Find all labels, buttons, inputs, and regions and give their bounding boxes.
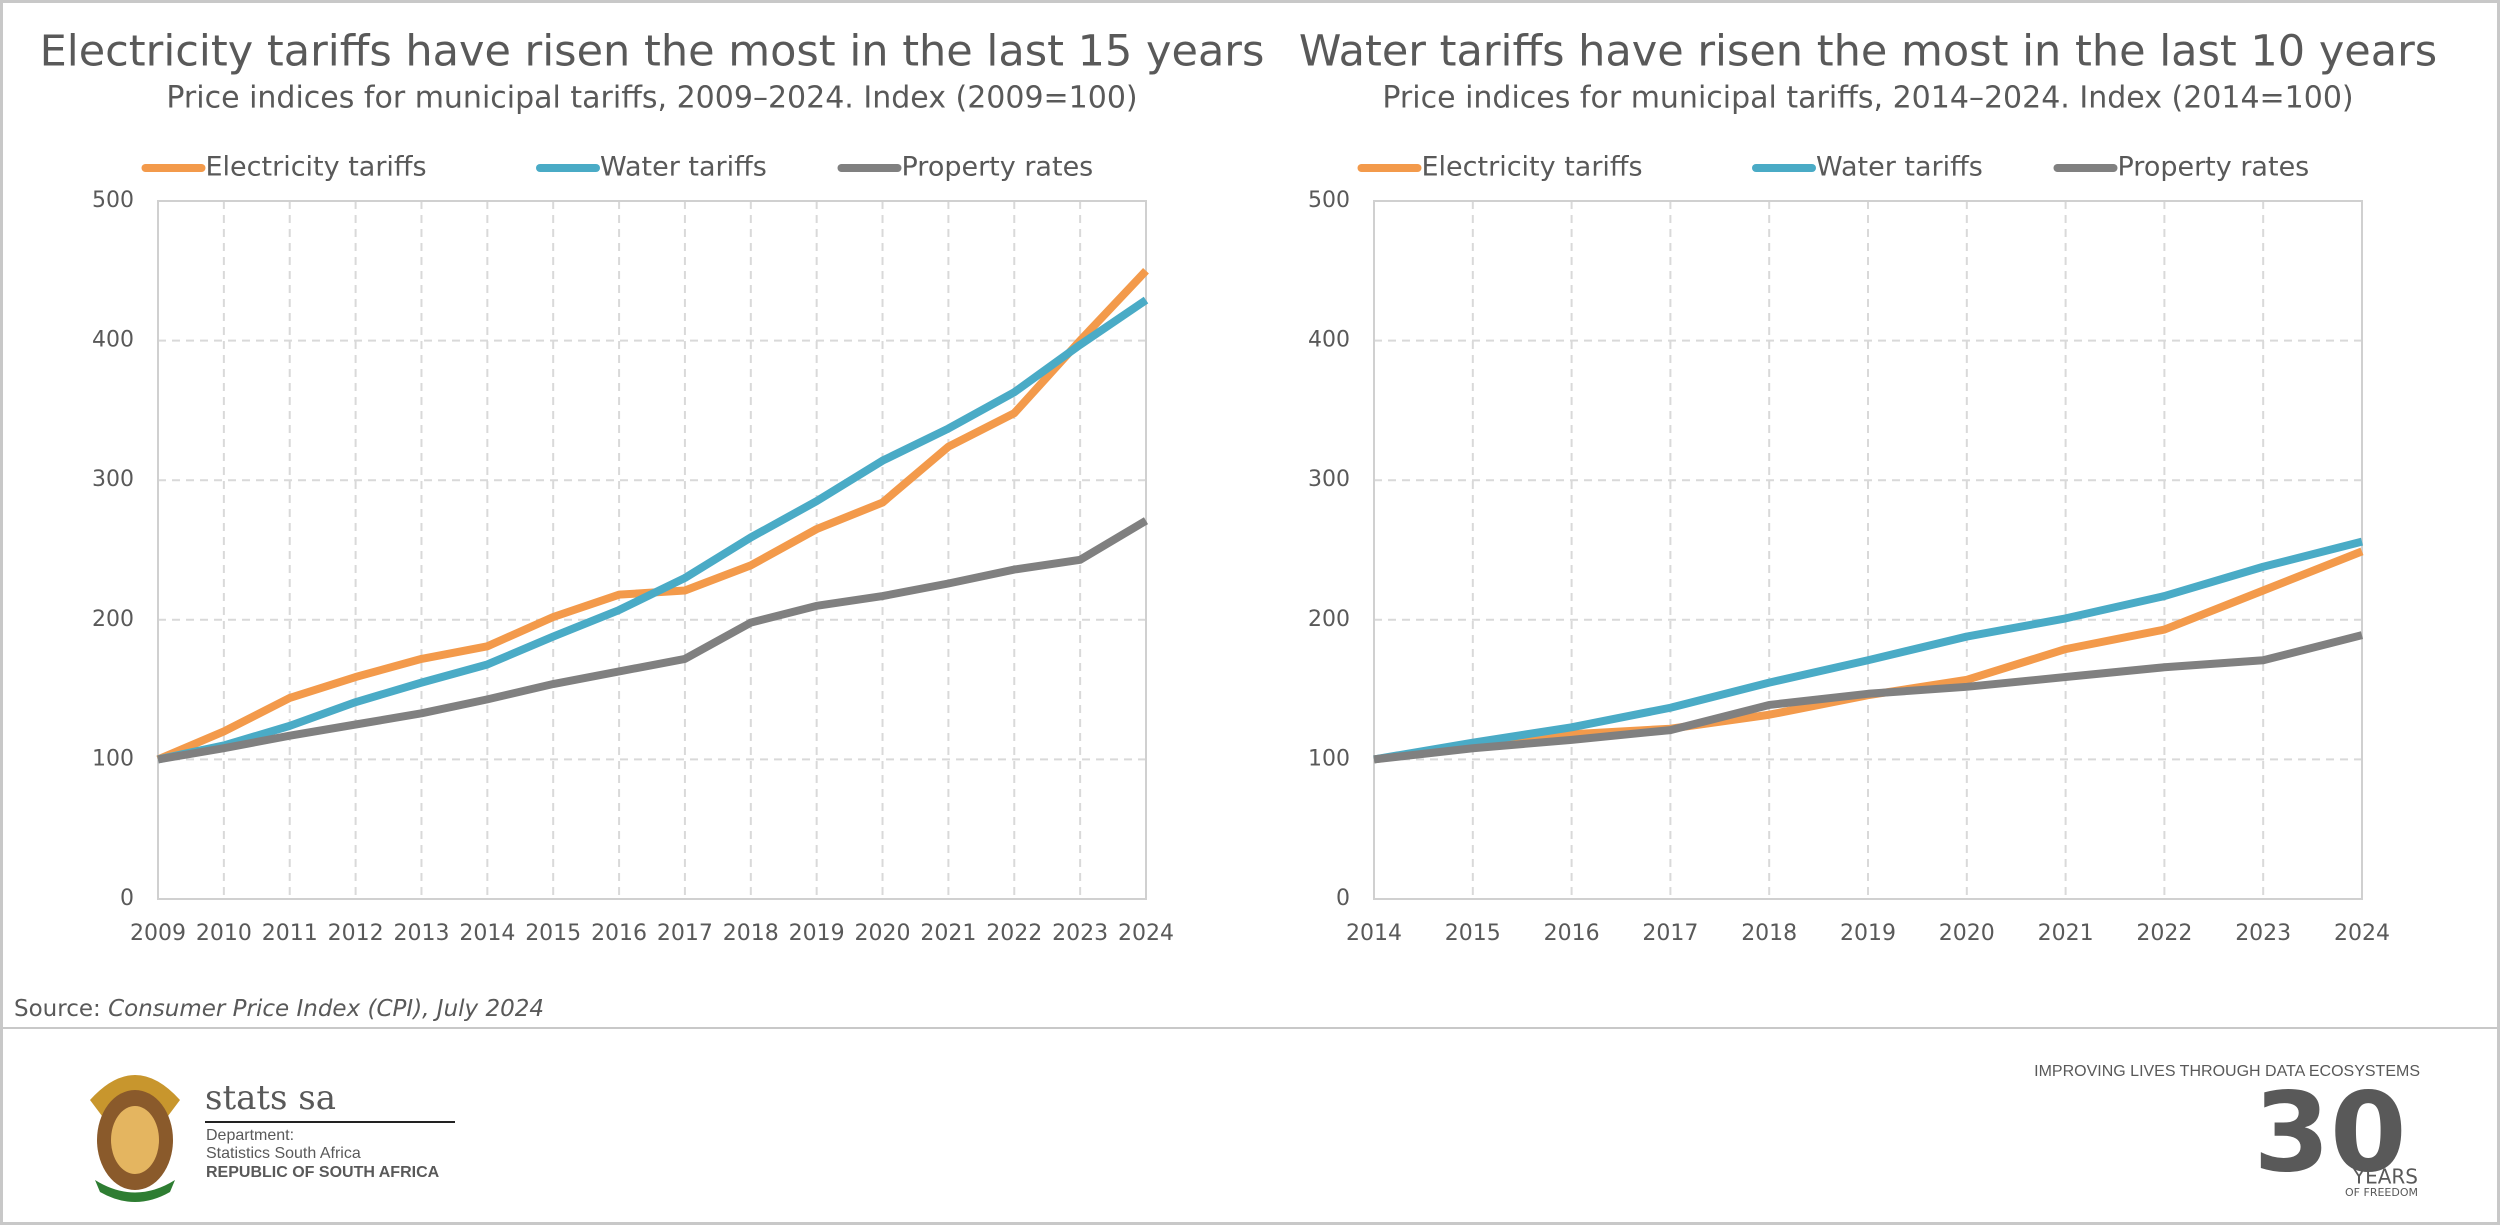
source-label: Source: (14, 996, 101, 1022)
source-text: Consumer Price Index (CPI), July 2024 (108, 996, 544, 1022)
y-tick-label: 500 (1308, 188, 1350, 213)
y-tick-label: 500 (92, 188, 134, 213)
plot-frame (1373, 200, 2363, 900)
x-tick-label: 2010 (196, 921, 252, 946)
legend-label: Property rates (2118, 152, 2310, 183)
x-tick-label: 2019 (1840, 921, 1896, 946)
y-tick-label: 300 (1308, 467, 1350, 492)
x-tick-label: 2020 (855, 921, 911, 946)
coat-of-arms (90, 1075, 180, 1202)
y-tick-label: 0 (1336, 886, 1350, 911)
charts: Electricity tariffs have risen the most … (40, 27, 2438, 947)
freedom: OF FREEDOM (2345, 1186, 2418, 1199)
chart-title: Water tariffs have risen the most in the… (1299, 27, 2437, 77)
chart-subtitle: Price indices for municipal tariffs, 201… (1382, 81, 2353, 116)
x-tick-label: 2021 (920, 921, 976, 946)
y-tick-label: 0 (120, 886, 134, 911)
legend-label: Property rates (902, 152, 1094, 183)
y-tick-label: 100 (1308, 746, 1350, 771)
source: Source: Consumer Price Index (CPI), July… (14, 996, 544, 1022)
x-tick-label: 2014 (459, 921, 515, 946)
x-tick-label: 2016 (591, 921, 647, 946)
series-line (1373, 537, 2363, 764)
x-tick-label: 2015 (1445, 921, 1501, 946)
plot-frame (157, 200, 1147, 900)
country: REPUBLIC OF SOUTH AFRICA (206, 1164, 440, 1181)
x-tick-label: 2016 (1544, 921, 1600, 946)
y-tick-label: 200 (92, 607, 134, 632)
x-tick-label: 2024 (1118, 921, 1174, 946)
chart-title: Electricity tariffs have risen the most … (40, 27, 1265, 77)
chart: Water tariffs have risen the most in the… (1299, 27, 2437, 947)
series-line (1373, 631, 2363, 764)
anniversary-number: 30 (2253, 1068, 2406, 1196)
legend-label: Water tariffs (600, 152, 767, 183)
y-tick-label: 400 (1308, 328, 1350, 353)
years: YEARS (2352, 1165, 2418, 1189)
x-tick-label: 2017 (657, 921, 713, 946)
x-tick-label: 2017 (1642, 921, 1698, 946)
x-tick-label: 2009 (130, 921, 186, 946)
y-tick-label: 100 (92, 746, 134, 771)
chart: Electricity tariffs have risen the most … (40, 27, 1265, 947)
org: Statistics South Africa (206, 1145, 361, 1162)
x-tick-label: 2021 (2038, 921, 2094, 946)
x-tick-label: 2024 (2334, 921, 2390, 946)
x-tick-label: 2023 (1052, 921, 1108, 946)
slogan: IMPROVING LIVES THROUGH DATA ECOSYSTEMS (2034, 1063, 2420, 1080)
x-tick-label: 2015 (525, 921, 581, 946)
brand: stats sa (205, 1078, 336, 1118)
x-tick-label: 2020 (1939, 921, 1995, 946)
x-tick-label: 2022 (986, 921, 1042, 946)
x-tick-label: 2018 (723, 921, 779, 946)
x-tick-label: 2011 (262, 921, 318, 946)
x-tick-label: 2018 (1741, 921, 1797, 946)
chart-subtitle: Price indices for municipal tariffs, 200… (166, 81, 1137, 116)
legend-label: Electricity tariffs (206, 152, 427, 183)
x-tick-label: 2014 (1346, 921, 1402, 946)
legend-label: Electricity tariffs (1422, 152, 1643, 183)
y-tick-label: 200 (1308, 607, 1350, 632)
legend-label: Water tariffs (1816, 152, 1983, 183)
x-tick-label: 2019 (789, 921, 845, 946)
series-line (157, 296, 1149, 764)
x-tick-label: 2013 (393, 921, 449, 946)
department: Department: (206, 1127, 294, 1144)
y-tick-label: 300 (92, 467, 134, 492)
x-tick-label: 2023 (2235, 921, 2291, 946)
x-tick-label: 2012 (328, 921, 384, 946)
y-tick-label: 400 (92, 328, 134, 353)
series-line (157, 517, 1149, 764)
x-tick-label: 2022 (2136, 921, 2192, 946)
